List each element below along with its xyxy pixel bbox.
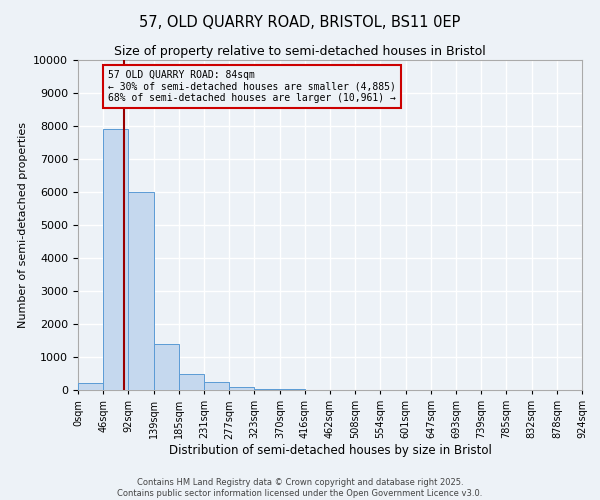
Bar [229, 386, 254, 390]
Bar [154, 344, 179, 390]
Bar [103, 130, 128, 390]
Bar [204, 382, 229, 390]
X-axis label: Distribution of semi-detached houses by size in Bristol: Distribution of semi-detached houses by … [169, 444, 491, 457]
Text: Size of property relative to semi-detached houses in Bristol: Size of property relative to semi-detach… [114, 45, 486, 58]
Bar [128, 192, 154, 390]
Text: Contains HM Land Registry data © Crown copyright and database right 2025.
Contai: Contains HM Land Registry data © Crown c… [118, 478, 482, 498]
Bar [179, 374, 204, 390]
Y-axis label: Number of semi-detached properties: Number of semi-detached properties [18, 122, 28, 328]
Text: 57, OLD QUARRY ROAD, BRISTOL, BS11 0EP: 57, OLD QUARRY ROAD, BRISTOL, BS11 0EP [139, 15, 461, 30]
Bar [254, 388, 280, 390]
Bar [78, 384, 103, 390]
Text: 57 OLD QUARRY ROAD: 84sqm
← 30% of semi-detached houses are smaller (4,885)
68% : 57 OLD QUARRY ROAD: 84sqm ← 30% of semi-… [108, 70, 396, 103]
